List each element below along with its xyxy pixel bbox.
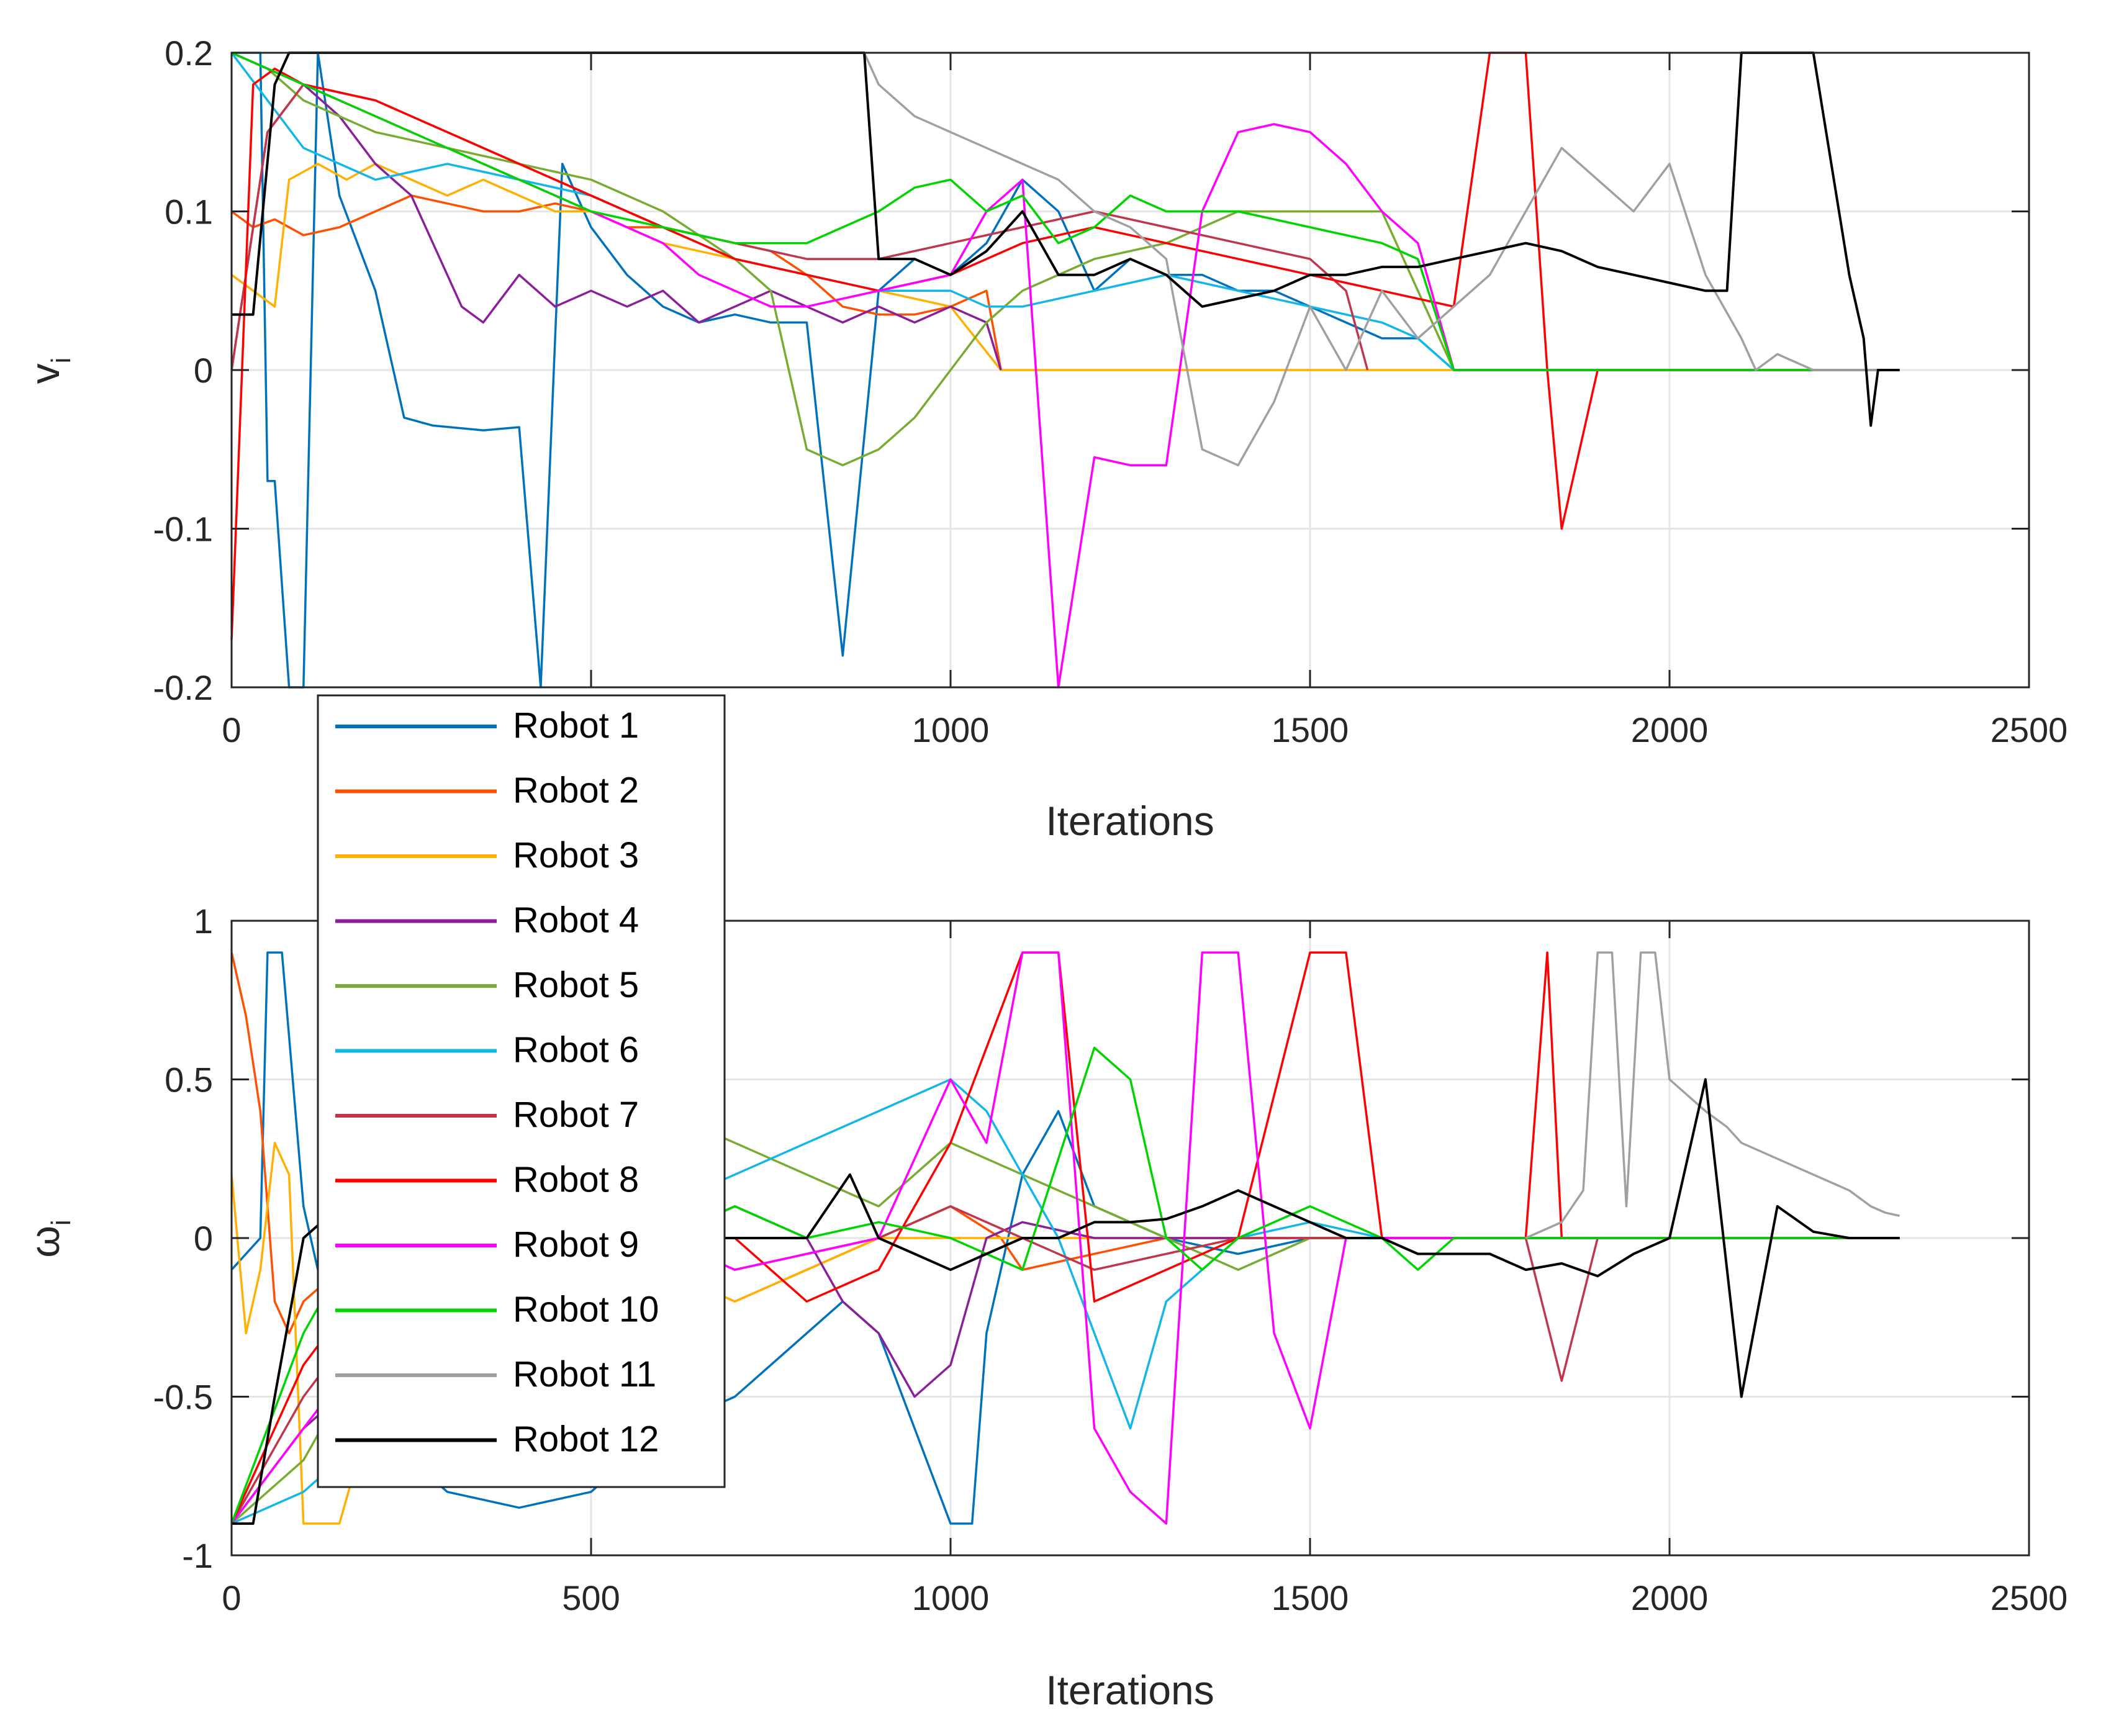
v-ytick-label: 0.1 bbox=[165, 192, 213, 232]
legend-box bbox=[317, 694, 726, 1488]
w-ylabel-group: ωi bbox=[22, 1219, 76, 1257]
v-ytick-label: -0.2 bbox=[153, 668, 214, 707]
v-xtick-label: 0 bbox=[222, 710, 241, 749]
v-xtick-label: 2500 bbox=[1991, 710, 2068, 749]
w-xtick-label: 2500 bbox=[1991, 1578, 2068, 1617]
v-ylabel-group: vi bbox=[22, 358, 76, 384]
legend-label-robot-7: Robot 7 bbox=[513, 1095, 639, 1135]
w-ylabel-subscript: i bbox=[46, 1219, 76, 1226]
w-xlabel: Iterations bbox=[1046, 1667, 1214, 1713]
v-series-robot-1 bbox=[232, 52, 1900, 689]
w-xtick-label: 0 bbox=[222, 1578, 241, 1617]
v-series-robot-4 bbox=[230, 83, 1002, 371]
v-series-robot-10 bbox=[231, 52, 1900, 371]
v-ylabel-text: vi bbox=[22, 358, 76, 384]
legend-label-robot-10: Robot 10 bbox=[513, 1290, 659, 1330]
legend-label-robot-9: Robot 9 bbox=[513, 1224, 639, 1265]
legend: Robot 1 Robot 2 Robot 3 Robot 4 Robot 5 Robot… bbox=[317, 694, 726, 1488]
w-xtick-label: 2000 bbox=[1631, 1578, 1709, 1617]
w-ylabel-text: ωi bbox=[22, 1219, 76, 1257]
w-ylabel: ω bbox=[22, 1226, 68, 1258]
v-ytick-label: 0 bbox=[194, 351, 213, 390]
v-xtick-labels: 0 1000 1500 2000 2500 bbox=[222, 710, 2068, 749]
legend-label-robot-11: Robot 11 bbox=[513, 1354, 656, 1395]
v-ytick-label: -0.1 bbox=[153, 510, 214, 549]
w-ytick-label: 1 bbox=[194, 902, 213, 941]
chart-velocity: -0.2 -0.1 0 0.1 0.2 0 1000 1500 2000 2500 Iterat… bbox=[22, 34, 2068, 844]
w-ytick-label: 0.5 bbox=[165, 1060, 213, 1100]
v-ytick-labels: -0.2 -0.1 0 0.1 0.2 bbox=[153, 34, 214, 707]
legend-entries: Robot 1 Robot 2 Robot 3 Robot 4 Robot 5 Robot… bbox=[335, 705, 659, 1460]
legend-label-robot-4: Robot 4 bbox=[513, 900, 639, 941]
v-series-robot-11 bbox=[863, 52, 1900, 467]
w-ytick-label: 0 bbox=[194, 1219, 213, 1258]
v-xtick-label: 2000 bbox=[1631, 710, 1709, 749]
v-ytick-label: 0.2 bbox=[165, 34, 213, 73]
legend-label-robot-5: Robot 5 bbox=[513, 965, 639, 1005]
w-xtick-label: 500 bbox=[562, 1578, 620, 1617]
v-xtick-label: 1000 bbox=[912, 710, 990, 749]
legend-label-robot-12: Robot 12 bbox=[513, 1419, 659, 1460]
legend-label-robot-1: Robot 1 bbox=[513, 705, 639, 746]
w-ytick-label: -0.5 bbox=[153, 1378, 214, 1417]
v-series-robot-5 bbox=[231, 52, 1900, 467]
v-ylabel-subscript: i bbox=[46, 358, 76, 364]
w-xtick-labels: 0 500 1000 1500 2000 2500 bbox=[222, 1578, 2068, 1617]
legend-label-robot-3: Robot 3 bbox=[513, 835, 639, 875]
w-xtick-label: 1000 bbox=[912, 1578, 990, 1617]
legend-label-robot-8: Robot 8 bbox=[513, 1160, 639, 1200]
w-ytick-label: -1 bbox=[182, 1536, 213, 1575]
w-series-robot-11 bbox=[1525, 951, 1900, 1239]
w-ytick-labels: -1 -0.5 0 0.5 1 bbox=[153, 902, 214, 1575]
v-xlabel: Iterations bbox=[1046, 798, 1214, 844]
legend-label-robot-6: Robot 6 bbox=[513, 1030, 639, 1070]
v-ticks bbox=[230, 52, 2030, 689]
v-xtick-label: 1500 bbox=[1272, 710, 1349, 749]
legend-label-robot-2: Robot 2 bbox=[513, 771, 639, 811]
w-xtick-label: 1500 bbox=[1272, 1578, 1349, 1617]
w-ticks bbox=[230, 920, 2030, 1557]
v-series-robot-8 bbox=[230, 52, 1900, 640]
v-ylabel: v bbox=[22, 363, 68, 384]
